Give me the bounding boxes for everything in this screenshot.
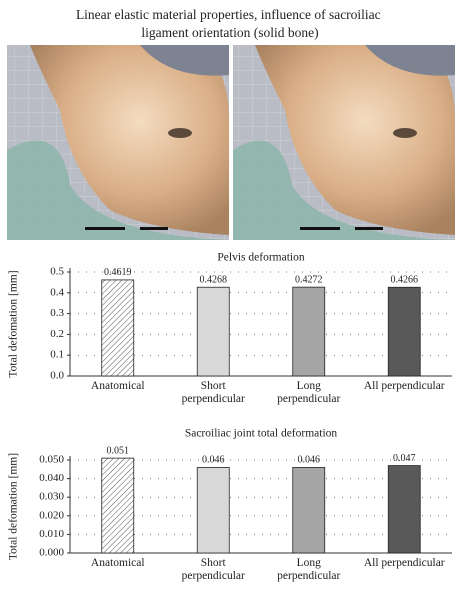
value-label: 0.051 xyxy=(107,445,130,456)
y-tick-label: 0.040 xyxy=(39,472,64,484)
y-axis-label: Total defomation [mm] xyxy=(8,270,20,377)
y-tick-label: 0.010 xyxy=(39,528,64,540)
chart-title: Sacroiliac joint total deformation xyxy=(185,428,338,440)
y-tick-label: 0.1 xyxy=(50,349,64,361)
value-label: 0.4272 xyxy=(295,274,323,285)
x-tick-label-box: Short perpendicular xyxy=(163,557,263,587)
y-tick-label: 0.4 xyxy=(50,286,64,298)
x-tick-label: Long perpendicular xyxy=(266,557,352,583)
value-label: 0.046 xyxy=(202,455,225,466)
x-tick-label: Anatomical xyxy=(75,380,161,393)
y-tick-label: 0.000 xyxy=(39,547,64,559)
value-label: 0.4619 xyxy=(104,267,132,278)
x-tick-label: Short perpendicular xyxy=(170,380,256,406)
x-tick-label-box: Anatomical xyxy=(68,380,168,410)
figure-title: Linear elastic material properties, infl… xyxy=(76,7,381,22)
bar xyxy=(388,466,420,553)
x-tick-label: All perpendicular xyxy=(361,380,447,393)
value-label: 0.046 xyxy=(298,455,321,466)
value-label: 0.047 xyxy=(393,453,416,464)
image-left xyxy=(7,45,229,240)
figure-title-line: ligament orientation (solid bone) xyxy=(141,25,318,40)
bar xyxy=(293,287,325,376)
x-tick-label: Short perpendicular xyxy=(170,557,256,583)
x-tick-label-box: Long perpendicular xyxy=(259,557,359,587)
x-tick-label-box: Anatomical xyxy=(68,557,168,587)
y-tick-label: 0.050 xyxy=(39,454,64,466)
y-tick-label: 0.0 xyxy=(50,370,64,382)
bar xyxy=(388,287,420,376)
y-tick-label: 0.020 xyxy=(39,509,64,521)
chart-title: Pelvis deformation xyxy=(217,252,304,264)
bar xyxy=(102,458,134,553)
image-right xyxy=(233,45,455,240)
x-tick-label-box: Short perpendicular xyxy=(163,380,263,410)
bar xyxy=(197,287,229,376)
y-tick-label: 0.3 xyxy=(50,307,64,319)
bar xyxy=(197,467,229,553)
figure: Linear elastic material properties, infl… xyxy=(0,0,461,592)
value-label: 0.4268 xyxy=(200,275,228,286)
x-tick-label-box: Long perpendicular xyxy=(259,380,359,410)
bar xyxy=(293,467,325,553)
y-tick-label: 0.2 xyxy=(50,328,64,340)
y-axis-label: Total defomation [mm] xyxy=(8,453,20,560)
value-label: 0.4266 xyxy=(391,275,419,286)
x-tick-label: Anatomical xyxy=(75,557,161,570)
y-tick-label: 0.030 xyxy=(39,491,64,503)
y-tick-label: 0.5 xyxy=(50,266,64,278)
x-tick-label: All perpendicular xyxy=(361,557,447,570)
x-tick-label-box: All perpendicular xyxy=(354,380,454,410)
x-tick-label-box: All perpendicular xyxy=(354,557,454,587)
bar xyxy=(102,280,134,376)
figure-title: Linear elastic material properties, infl… xyxy=(76,7,384,40)
x-tick-label: Long perpendicular xyxy=(266,380,352,406)
